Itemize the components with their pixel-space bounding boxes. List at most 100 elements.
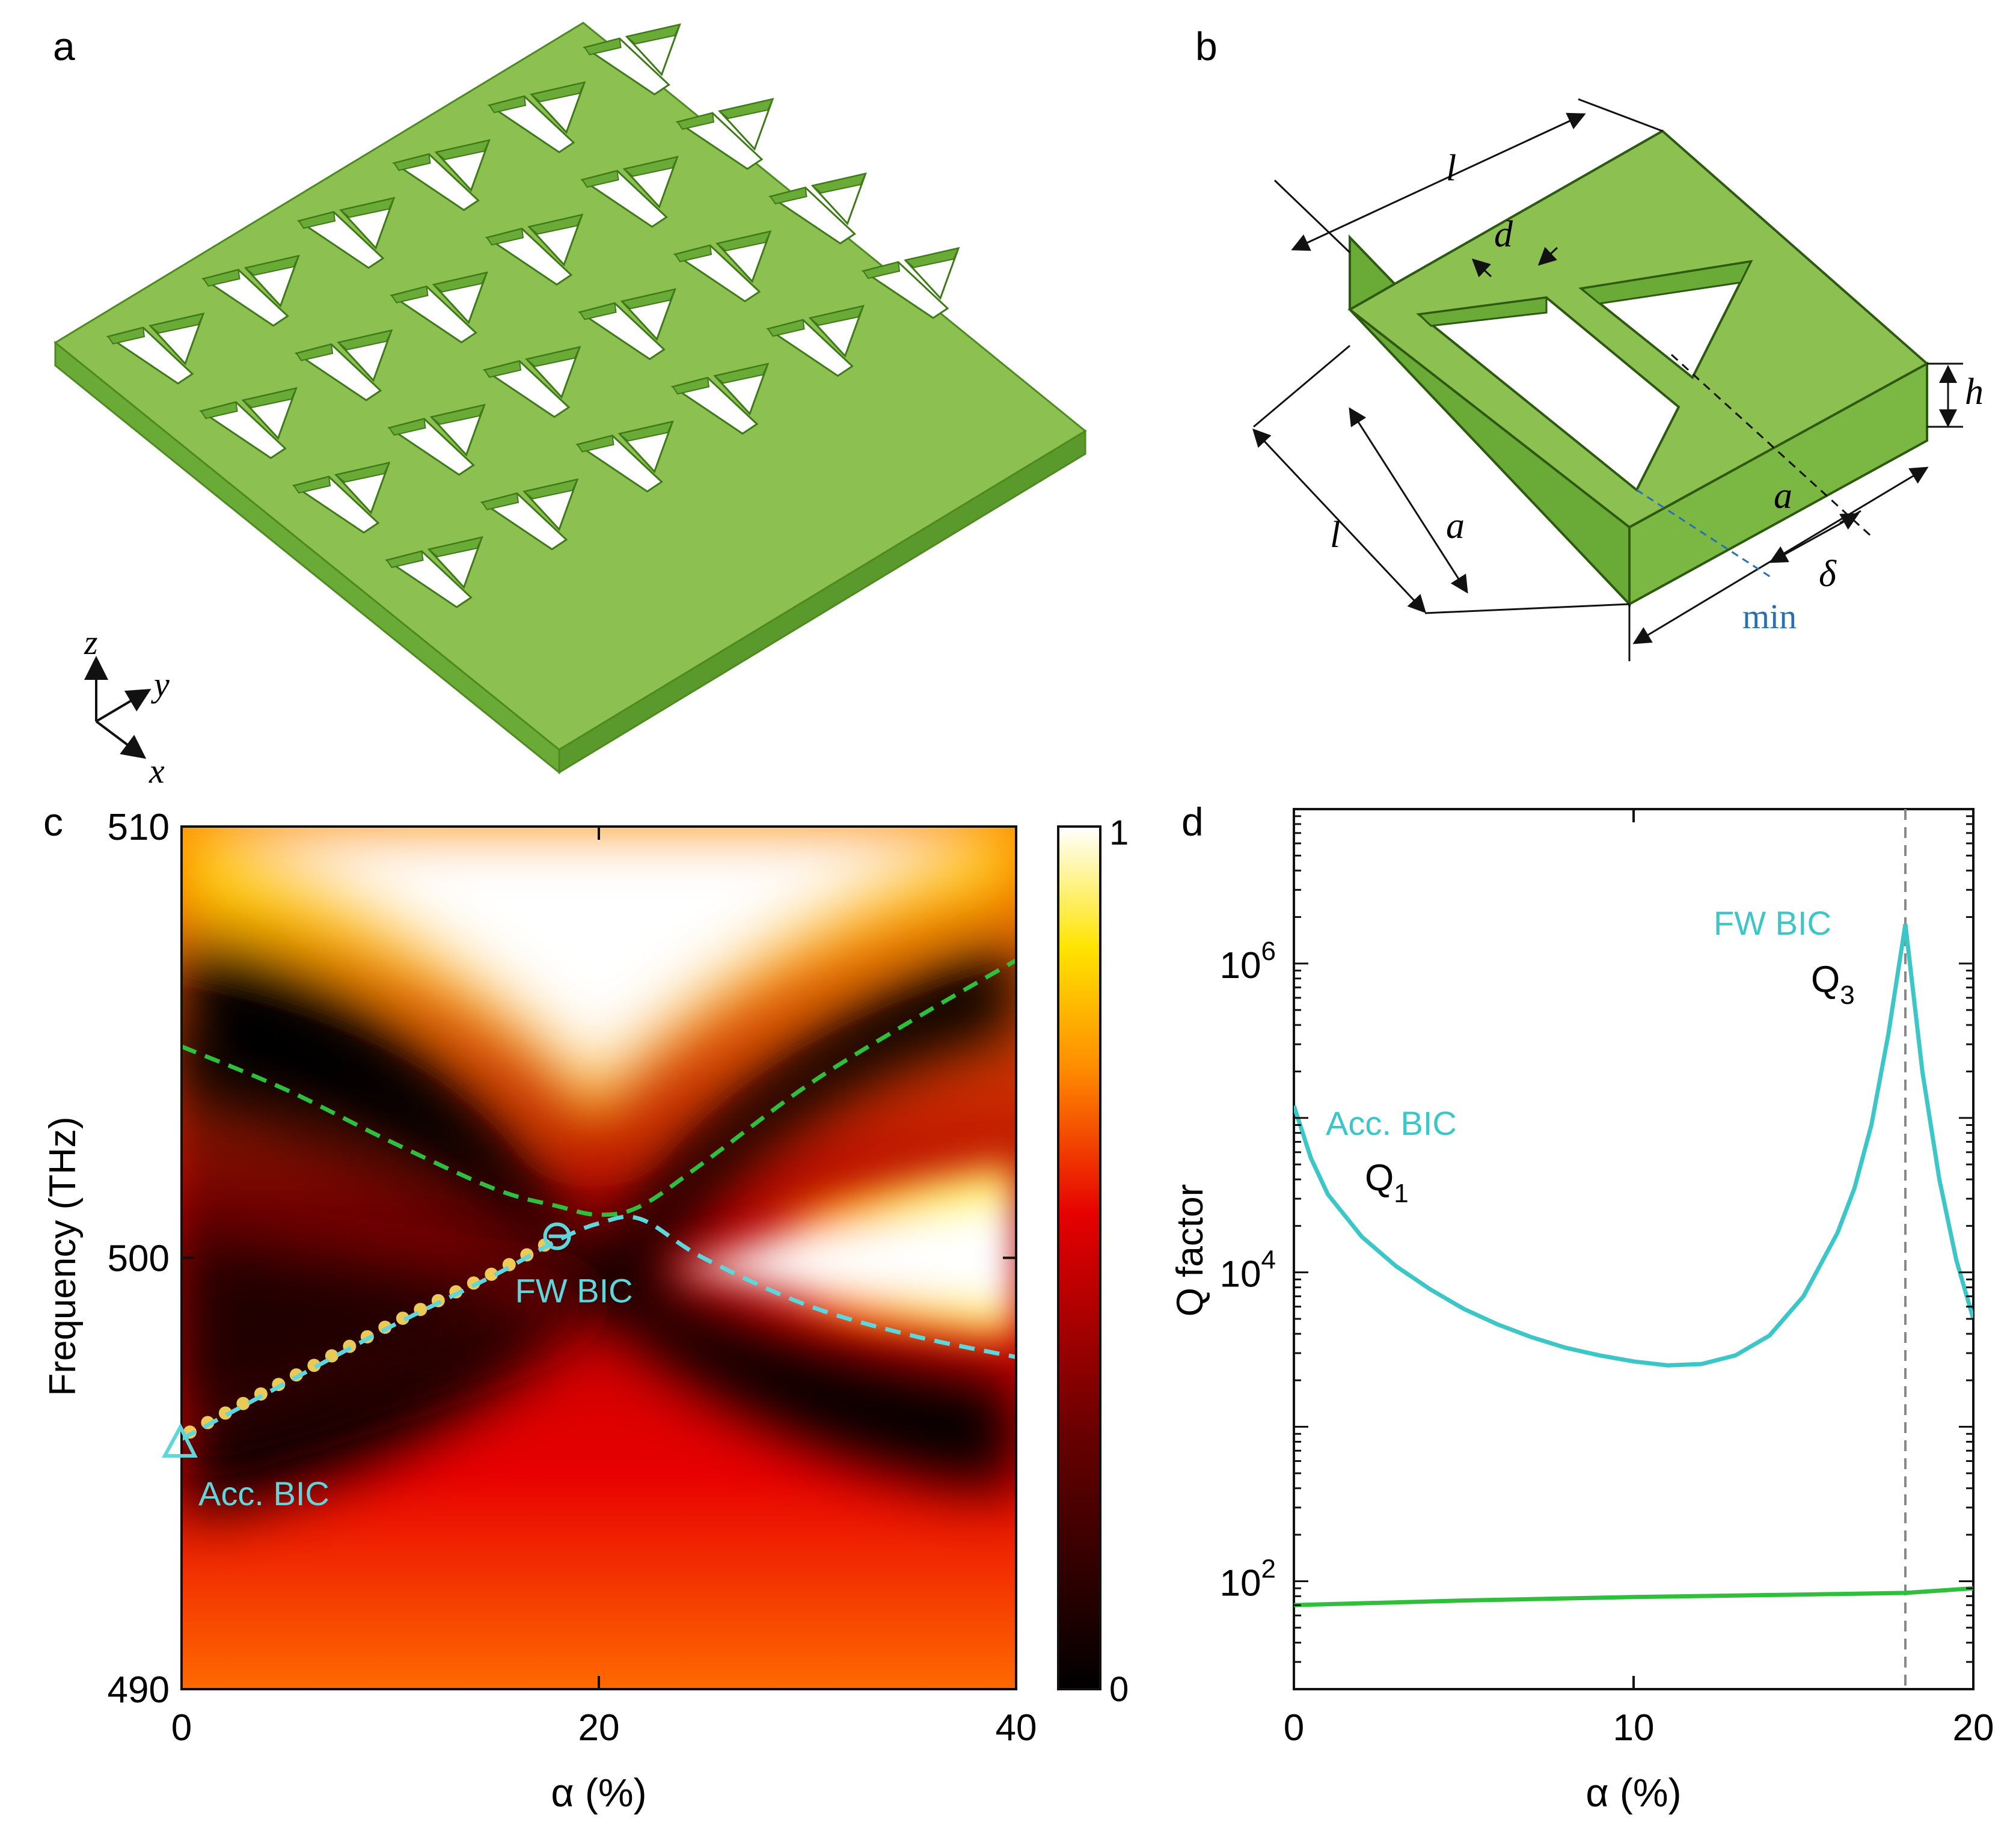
- panel-c-heatmap: [182, 827, 1016, 1689]
- panel-b-unit-cell: [1347, 129, 1929, 608]
- triangle-hole-wall: [527, 213, 583, 235]
- y-tick-base: 10: [1220, 1254, 1261, 1295]
- trapezoid-hole-wall: [295, 343, 334, 361]
- dim-label-d: d: [1494, 214, 1513, 255]
- panel-a-axes: [84, 656, 152, 759]
- trapezoid-hole-wall: [483, 360, 522, 378]
- y-tick-exponent: 2: [1261, 1554, 1276, 1583]
- trapezoid-hole-wall: [578, 302, 617, 320]
- y-tick-label: 106: [1220, 937, 1276, 986]
- triangle-hole-wall: [339, 197, 395, 218]
- y-tick-base: 10: [1220, 1562, 1261, 1604]
- panel-label-a: a: [53, 24, 75, 69]
- min-dashed-line: [1636, 489, 1771, 578]
- mode-line-upper: [182, 958, 1016, 1217]
- dim-label-a-left: a: [1446, 506, 1465, 546]
- trapezoid-hole-wall: [576, 435, 614, 453]
- ridge-dot: [218, 1406, 232, 1420]
- panel-d-xlabel: α (%): [1586, 1770, 1681, 1815]
- triangle-hole-wall: [715, 230, 771, 252]
- trapezoid-hole-wall: [388, 418, 426, 436]
- trapezoid-hole-wall: [488, 95, 527, 114]
- fw-bic-label-d: FW BIC: [1714, 904, 1831, 942]
- trapezoid-hole-wall: [862, 261, 901, 280]
- trapezoid-hole-wall: [107, 326, 146, 345]
- y-tick-label: 490: [108, 1669, 170, 1711]
- panel-c-ticks: 0 20 40 490 500 510: [108, 807, 1037, 1749]
- trapezoid-hole-wall: [298, 211, 336, 229]
- triangle-hole-wall: [334, 462, 390, 483]
- acc-bic-marker: [161, 1423, 198, 1458]
- panel-d-ylabel: Q factor: [1169, 1184, 1211, 1317]
- triangle-hole-wall: [525, 346, 581, 367]
- trapezoid-hole-wall: [583, 37, 622, 56]
- y-tick-label: 104: [1220, 1246, 1276, 1295]
- dim-label-h: h: [1965, 371, 1984, 412]
- heatmap-left-dark: [182, 1022, 577, 1401]
- panel-label-d: d: [1181, 799, 1204, 844]
- triangle-hole-wall: [427, 536, 483, 558]
- x-tick-label: 40: [996, 1707, 1037, 1749]
- y-tick-base: 10: [1220, 945, 1261, 986]
- triangle-hole-wall: [1579, 260, 1753, 305]
- trapezoid-hole-wall: [676, 112, 715, 130]
- y-tick-exponent: 4: [1261, 1246, 1276, 1275]
- slab-top-face: [54, 22, 1087, 751]
- panel-c-xlabel: α (%): [551, 1770, 646, 1815]
- panel-b-dimensions: [1252, 98, 1963, 661]
- triangle-hole-wall: [904, 247, 960, 269]
- slab-holes: [106, 23, 960, 608]
- triangle-hole-wall: [435, 139, 491, 160]
- triangle-hole-wall: [809, 305, 865, 326]
- triangle-hole-wall: [149, 313, 204, 334]
- dim-label-l-top: l: [1446, 148, 1456, 189]
- trapezoid-hole-wall: [674, 244, 712, 263]
- triangle-hole-wall: [522, 478, 578, 500]
- trapezoid-hole-wall: [486, 228, 524, 246]
- trapezoid-hole-wall: [769, 186, 807, 205]
- ridge-dot: [325, 1349, 339, 1363]
- triangle-hole-wall: [623, 156, 679, 177]
- trapezoid-hole-wall: [202, 269, 241, 287]
- acc-bic-label-d: Acc. BIC: [1326, 1104, 1457, 1142]
- q1-label: Q1: [1365, 1157, 1409, 1208]
- panel-label-b: b: [1195, 24, 1218, 69]
- dim-label-l-left: l: [1330, 515, 1340, 555]
- q3-label: Q3: [1811, 959, 1855, 1010]
- ridge-dot: [396, 1311, 409, 1325]
- colorbar: [1057, 825, 1101, 1690]
- y-tick-label: 102: [1220, 1554, 1276, 1604]
- ridge-dot: [485, 1267, 498, 1281]
- triangle-hole-wall: [618, 421, 674, 442]
- trapezoid-hole-wall: [481, 492, 519, 510]
- triangle-hole-wall: [337, 329, 393, 350]
- x-tick-label: 0: [171, 1707, 192, 1749]
- y-tick-exponent: 6: [1261, 937, 1276, 966]
- triangle-hole-wall: [432, 272, 488, 293]
- x-tick-label: 0: [1284, 1707, 1304, 1749]
- triangle-hole-wall: [625, 23, 681, 45]
- fw-bic-label: FW BIC: [515, 1272, 633, 1310]
- y-tick-label: 510: [108, 807, 170, 848]
- axis-label-y: y: [151, 665, 170, 704]
- triangle-hole-wall: [530, 81, 586, 103]
- ridge-dot: [467, 1276, 480, 1290]
- dim-label-min: min: [1742, 597, 1797, 636]
- panel-d-frame: [1293, 808, 1975, 1690]
- ridge-dot: [236, 1396, 250, 1410]
- q1-letter: Q: [1365, 1157, 1394, 1199]
- q3-letter: Q: [1811, 959, 1840, 1000]
- triangle-hole-wall: [244, 255, 300, 276]
- trapezoid-hole-wall: [393, 153, 431, 171]
- trapezoid-hole-wall: [293, 475, 331, 494]
- dim-label-a-right: a: [1774, 475, 1792, 516]
- q1-subscript: 1: [1394, 1179, 1408, 1208]
- acc-bic-label: Acc. BIC: [198, 1475, 329, 1512]
- trapezoid-hole-wall: [767, 319, 805, 337]
- x-tick-label: 20: [1953, 1707, 1994, 1749]
- y-tick-label: 500: [108, 1238, 170, 1280]
- trapezoid-hole-wall: [581, 170, 619, 188]
